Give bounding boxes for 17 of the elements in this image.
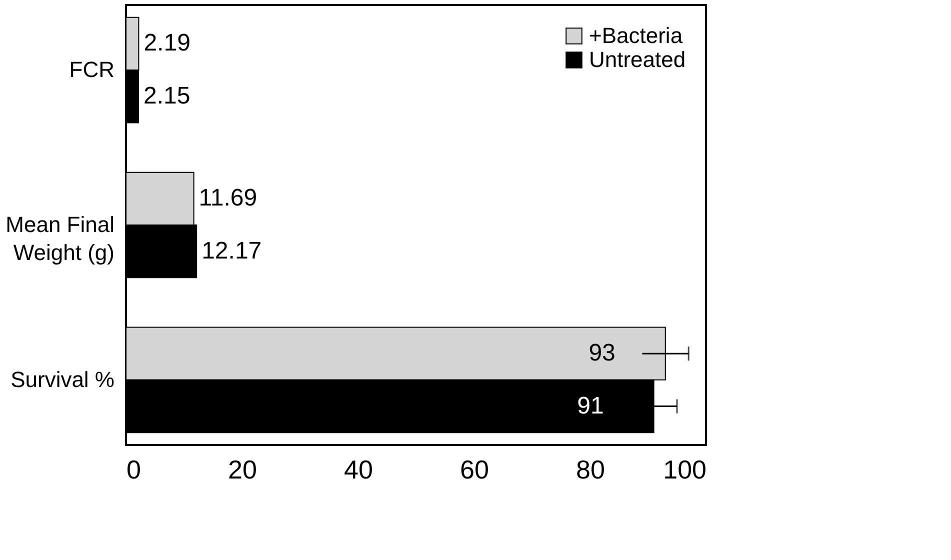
x-tick-label: 0 (126, 454, 141, 484)
data-label: 2.19 (144, 30, 190, 57)
data-label: 93 (588, 340, 616, 367)
data-label: 11.69 (198, 184, 258, 212)
y-tick-label: Survival % (10, 366, 114, 392)
data-label: 2.15 (143, 82, 190, 110)
y-tick-label: FCR (69, 57, 114, 82)
x-tick-label: 80 (576, 454, 605, 484)
x-tick-label: 60 (460, 454, 489, 484)
legend-label: Untreated (589, 47, 686, 72)
data-label: 12.17 (202, 237, 262, 264)
y-tick-label: Mean Final Weight (g) (6, 212, 114, 265)
x-tick-label: 20 (228, 454, 257, 484)
data-label: 91 (577, 392, 604, 420)
x-tick-label: 100 (663, 454, 706, 484)
legend-label: +Bacteria (589, 23, 684, 48)
x-tick-label: 40 (344, 454, 373, 484)
